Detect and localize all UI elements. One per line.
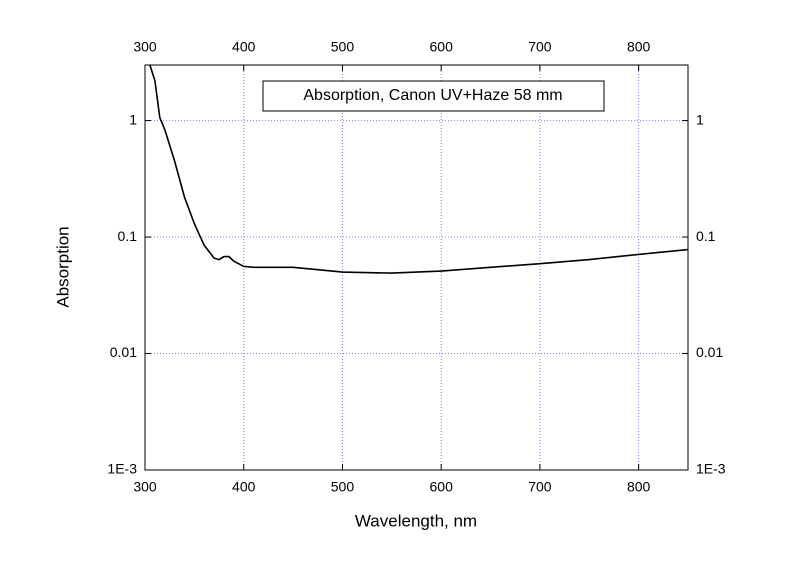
y-tick-label: 1 (129, 111, 137, 127)
y-tick-label-right: 0.1 (696, 228, 716, 244)
x-tick-label-top: 300 (133, 39, 157, 55)
y-axis-label: Absorption (53, 226, 72, 307)
x-tick-label: 400 (232, 479, 256, 495)
y-tick-label-right: 1E-3 (696, 461, 726, 477)
plot-frame (144, 64, 689, 471)
x-tick-label-top: 400 (232, 39, 256, 55)
y-tick-label: 0.1 (118, 228, 138, 244)
x-tick-label-top: 800 (627, 39, 651, 55)
y-tick-label: 0.01 (110, 344, 137, 360)
x-tick-label-top: 500 (331, 39, 355, 55)
x-tick-label: 700 (528, 479, 552, 495)
x-axis-label: Wavelength, nm (355, 511, 477, 530)
data-line (149, 64, 689, 274)
chart-title: Absorption, Canon UV+Haze 58 mm (303, 87, 562, 104)
x-tick-label-top: 600 (430, 39, 454, 55)
y-tick-label-right: 0.01 (696, 344, 723, 360)
x-tick-label: 300 (133, 479, 157, 495)
x-tick-label: 500 (331, 479, 355, 495)
x-tick-label: 600 (430, 479, 454, 495)
y-tick-label-right: 1 (696, 111, 704, 127)
x-tick-label: 800 (627, 479, 651, 495)
title-box (262, 80, 605, 112)
x-tick-label-top: 700 (528, 39, 552, 55)
y-tick-label: 1E-3 (107, 461, 137, 477)
